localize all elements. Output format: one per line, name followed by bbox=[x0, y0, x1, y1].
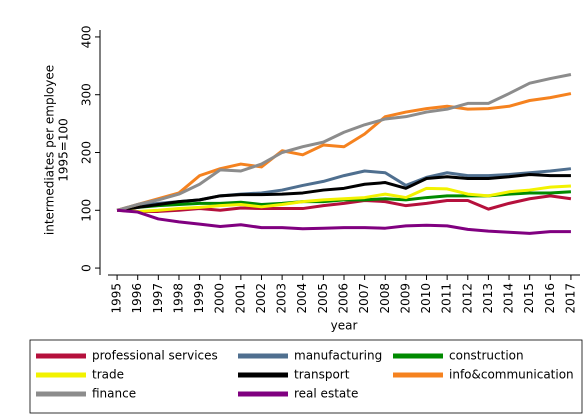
x-tick-label: 1995 bbox=[110, 283, 124, 314]
y-axis-label: intermediates per employee bbox=[43, 65, 57, 235]
series-line bbox=[116, 172, 571, 212]
x-tick-label: 2002 bbox=[254, 283, 268, 314]
legend-label: manufacturing bbox=[294, 349, 382, 363]
series-line bbox=[116, 208, 571, 235]
x-tick-label: 1999 bbox=[192, 283, 206, 314]
x-tick-label: 2010 bbox=[419, 283, 433, 314]
series-line bbox=[116, 73, 572, 212]
legend-label: real estate bbox=[294, 387, 358, 401]
x-tick-label: 2007 bbox=[357, 283, 371, 314]
x-tick-label: 2016 bbox=[543, 283, 557, 314]
series-line bbox=[116, 92, 572, 212]
x-tick-label: 2008 bbox=[378, 283, 392, 314]
x-tick-label: 1997 bbox=[151, 283, 165, 314]
y-tick-label: 300 bbox=[80, 83, 94, 106]
x-tick-label: 2004 bbox=[295, 283, 309, 314]
y-tick-label: 400 bbox=[80, 25, 94, 48]
x-tick-label: 1996 bbox=[130, 283, 144, 314]
legend-label: construction bbox=[449, 349, 524, 363]
x-tick-label: 2017 bbox=[563, 283, 577, 314]
x-tick-label: 2014 bbox=[502, 283, 516, 314]
x-tick-label: 2003 bbox=[275, 283, 289, 314]
y-tick-label: 0 bbox=[80, 264, 94, 272]
legend-label: trade bbox=[92, 368, 124, 382]
x-tick-label: 2001 bbox=[233, 283, 247, 314]
legend-label: transport bbox=[294, 368, 350, 382]
y-tick-label: 100 bbox=[80, 199, 94, 222]
y-axis-label: 1995=100 bbox=[57, 118, 71, 182]
legend-box bbox=[29, 339, 583, 414]
x-tick-label: 2009 bbox=[398, 283, 412, 314]
x-tick-label: 2012 bbox=[460, 283, 474, 314]
x-axis-label: year bbox=[331, 319, 358, 333]
x-tick-label: 2006 bbox=[337, 283, 351, 314]
series-line bbox=[116, 184, 572, 213]
x-tick-label: 2011 bbox=[440, 283, 454, 314]
x-tick-label: 1998 bbox=[171, 283, 185, 314]
legend-label: info&communication bbox=[449, 368, 574, 382]
y-tick-label: 200 bbox=[80, 141, 94, 164]
x-tick-label: 2005 bbox=[316, 283, 330, 314]
legend-label: finance bbox=[92, 387, 136, 401]
legend-label: professional services bbox=[92, 349, 218, 363]
x-tick-label: 2000 bbox=[213, 283, 227, 314]
x-tick-label: 2013 bbox=[481, 283, 495, 314]
x-tick-label: 2015 bbox=[522, 283, 536, 314]
